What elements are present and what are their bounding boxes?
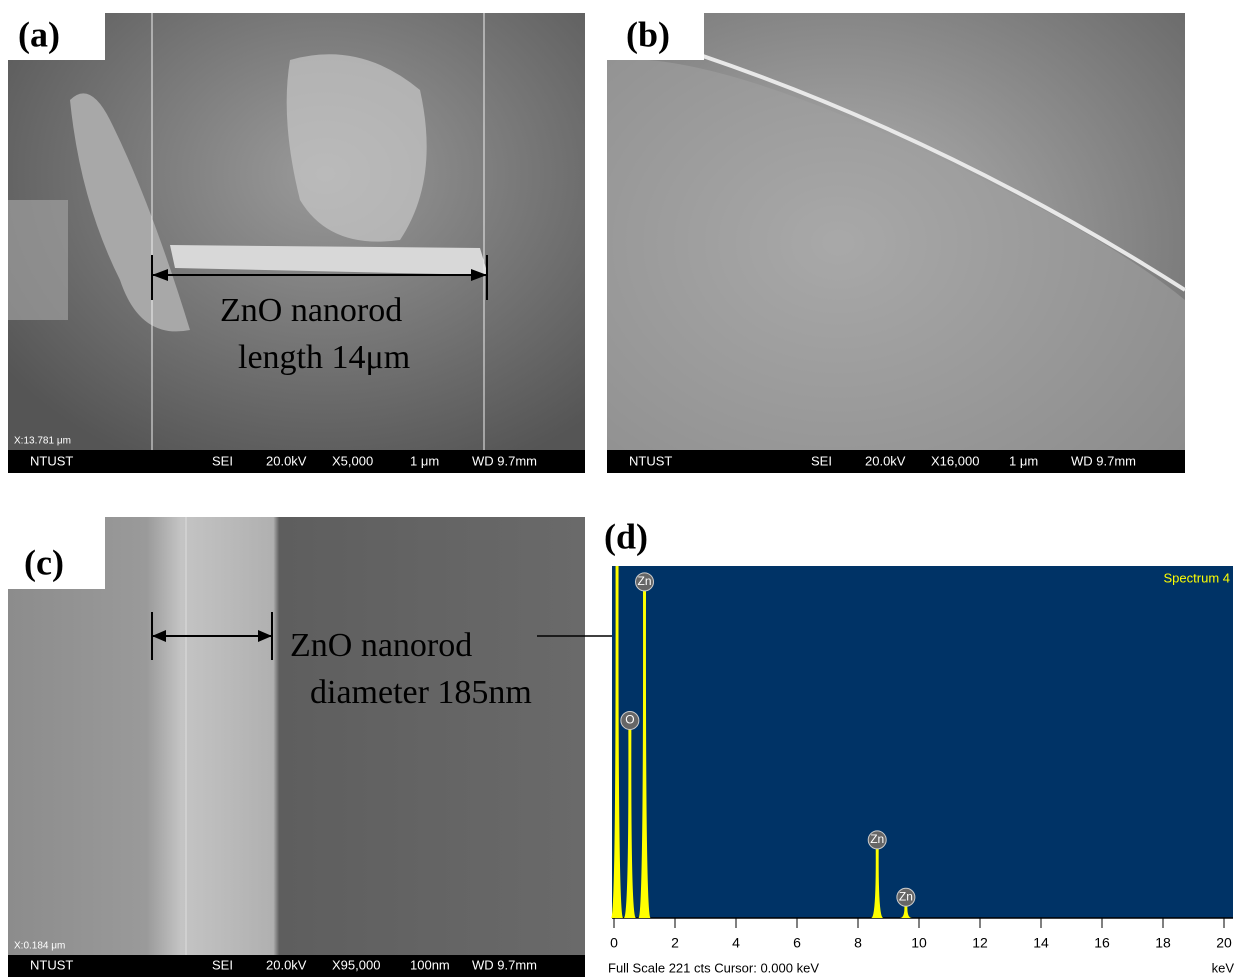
annotation: ZnO nanorod (290, 627, 472, 664)
sem-image-a (8, 13, 585, 473)
info-bar-text: X95,000 (332, 957, 380, 972)
info-bar-text: 1 μm (1009, 453, 1038, 468)
panel-label: (c) (24, 542, 64, 582)
info-bar-text: X16,000 (931, 453, 979, 468)
annotation: diameter 185nm (310, 674, 532, 711)
figure: O Zn Zn Zn 0 2 4 6 8 10 12 14 16 18 20 Spectrum 4 keV Ful… (0, 0, 1245, 977)
x-tick-label: 6 (793, 935, 801, 951)
annotation: length 14μm (238, 339, 410, 376)
x-tick-label: 18 (1155, 935, 1171, 951)
info-bar-text: NTUST (30, 957, 73, 972)
info-bar-text: NTUST (30, 453, 73, 468)
x-tick-label: 4 (732, 935, 740, 951)
info-bar-text: X5,000 (332, 453, 373, 468)
peak-label: Zn (870, 832, 884, 846)
measure-label: X:13.781 μm (14, 436, 71, 447)
panel-label: (b) (626, 14, 670, 54)
info-bar-text: WD 9.7mm (1071, 453, 1136, 468)
panel-label: (a) (18, 14, 60, 54)
measure-label: X:0.184 μm (14, 941, 65, 952)
plot-area (612, 566, 1233, 918)
info-bar-text: 20.0kV (865, 453, 906, 468)
info-bar-text: 1 μm (410, 453, 439, 468)
annotation: ZnO nanorod (220, 292, 402, 329)
x-axis-label: keV (1212, 960, 1235, 975)
info-bar-text: SEI (212, 453, 233, 468)
sem-image-c (8, 517, 632, 977)
sem-image-b (607, 13, 1185, 473)
info-bar-text: SEI (811, 453, 832, 468)
info-bar-text: WD 9.7mm (472, 453, 537, 468)
info-bar-text: WD 9.7mm (472, 957, 537, 972)
x-tick-label: 2 (671, 935, 679, 951)
panel-label: (d) (604, 516, 648, 556)
peak-label: Zn (637, 574, 651, 588)
x-tick-label: 0 (610, 935, 618, 951)
info-bar-text: 20.0kV (266, 957, 307, 972)
peak-label: Zn (899, 889, 913, 903)
x-tick-label: 14 (1033, 935, 1049, 951)
info-bar-text: NTUST (629, 453, 672, 468)
x-tick-label: 12 (972, 935, 988, 951)
info-bar-text: SEI (212, 957, 233, 972)
x-tick-label: 10 (911, 935, 927, 951)
info-bar-text: 20.0kV (266, 453, 307, 468)
x-tick-label: 8 (854, 935, 862, 951)
x-tick-label: 16 (1094, 935, 1110, 951)
info-bar-text: 100nm (410, 957, 450, 972)
footer: Full Scale 221 cts Cursor: 0.000 keV (608, 960, 819, 975)
peak-label: O (625, 713, 634, 727)
chart-title: Spectrum 4 (1164, 570, 1230, 585)
x-tick-label: 20 (1216, 935, 1232, 951)
spectrum: O Zn Zn Zn 0 2 4 6 8 10 12 14 16 18 20 Spectrum 4 keV Ful… (608, 566, 1234, 975)
